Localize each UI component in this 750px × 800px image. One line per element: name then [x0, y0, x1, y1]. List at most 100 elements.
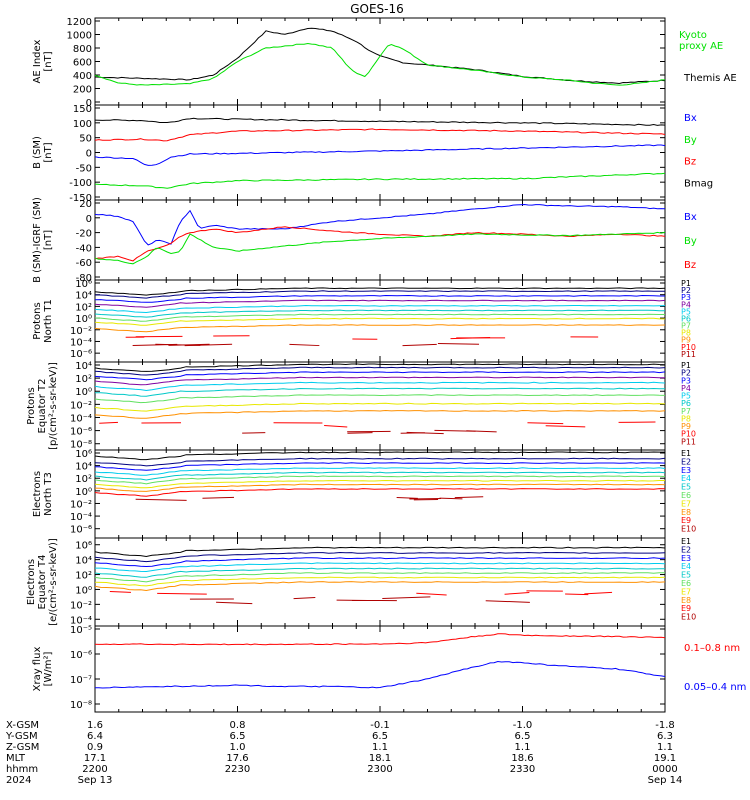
- channel-line: [95, 581, 665, 592]
- ephem-value: 6.5: [515, 731, 531, 742]
- y-tick-label: 50: [79, 134, 92, 145]
- series-line: [95, 203, 665, 246]
- legend-entry: P7: [681, 322, 691, 331]
- channel-line: [95, 294, 665, 303]
- legend-entry: Bz: [684, 260, 696, 271]
- ephem-value: -0.1: [370, 720, 390, 731]
- channel-line: [95, 576, 665, 587]
- channel-segment: [157, 592, 207, 595]
- y-axis-label: [nT]: [43, 51, 54, 71]
- y-tick-label: 10⁶: [75, 449, 92, 460]
- ephem-row-label: Z-GSM: [6, 742, 39, 753]
- channel-segment: [565, 593, 589, 596]
- legend-entry: P5: [681, 392, 691, 401]
- y-tick-label: 10⁻⁶: [70, 427, 92, 438]
- legend-entry: E6: [681, 579, 691, 588]
- series-line: [95, 128, 665, 142]
- y-tick-label: 150: [73, 104, 92, 115]
- channel-line: [95, 462, 665, 471]
- channel-line: [95, 313, 665, 322]
- ephem-value: Sep 13: [78, 775, 113, 786]
- legend-entry: Bx: [684, 113, 697, 124]
- legend-entry: P8: [681, 329, 691, 338]
- channel-segment: [109, 591, 131, 593]
- legend-entry: Themis AE: [683, 73, 737, 84]
- legend-entry: P11: [681, 437, 696, 446]
- channel-line: [95, 287, 665, 296]
- legend-entry: Bx: [684, 212, 697, 223]
- ephem-row-label: hhmm: [6, 764, 38, 775]
- y-axis-label: Electrons: [26, 559, 37, 605]
- channel-line: [95, 471, 665, 481]
- y-tick-label: 10⁻²: [70, 499, 92, 510]
- channel-segment: [168, 343, 210, 346]
- legend-entry: P2: [681, 286, 691, 295]
- channel-line: [95, 387, 665, 397]
- y-tick-label: -80: [76, 273, 92, 284]
- plot-area: [95, 546, 665, 605]
- legend-entry: E10: [681, 613, 696, 622]
- ephem-value: 1.1: [657, 742, 673, 753]
- ephem-value: 0.9: [87, 742, 103, 753]
- channel-line: [95, 483, 665, 492]
- y-tick-label: 10⁰: [75, 387, 92, 398]
- channel-line: [95, 317, 665, 326]
- channel-segment: [293, 596, 316, 600]
- channel-segment: [439, 497, 463, 500]
- y-tick-label: 10²: [75, 302, 92, 313]
- ephem-value: -1.0: [513, 720, 533, 731]
- ephem-row-label: X-GSM: [6, 720, 39, 731]
- y-tick-label: -50: [76, 163, 92, 174]
- channel-line: [95, 371, 665, 381]
- y-axis-label: [nT]: [43, 230, 54, 250]
- legend-entry: E6: [681, 491, 691, 500]
- legend-entry: P5: [681, 307, 691, 316]
- legend-entry: Kyoto: [679, 30, 707, 41]
- channel-segment: [416, 592, 447, 596]
- legend-entry: E4: [681, 562, 691, 571]
- ephem-value: Sep 14: [648, 775, 683, 786]
- y-axis-label: [W/m²]: [43, 651, 54, 686]
- y-tick-label: 1200: [67, 17, 92, 28]
- channel-segment: [216, 601, 253, 605]
- series-line: [95, 633, 665, 646]
- legend-entry: E10: [681, 525, 696, 534]
- y-axis-label: B (SM)-IGRF (SM): [32, 197, 43, 283]
- ephem-value: 2200: [82, 764, 107, 775]
- panel-7: 10⁻⁴ 10⁻² 10⁰ 10² 10⁴ 10⁶ Electrons Equator T4[…: [26, 537, 696, 627]
- y-tick-label: 10⁰: [75, 487, 92, 498]
- plot-area: [95, 117, 665, 189]
- legend-entry: P10: [681, 343, 696, 352]
- panel-frame: [94, 17, 666, 106]
- y-tick-label: 10⁻⁸: [70, 700, 92, 711]
- chart-title: GOES-16: [350, 2, 404, 16]
- channel-segment: [242, 432, 266, 434]
- ephem-value: 2230: [225, 764, 250, 775]
- panel-frame: [94, 199, 666, 281]
- y-axis-label: Xray flux: [32, 647, 43, 692]
- y-tick-label: 10⁻⁵: [70, 625, 92, 636]
- legend-entry: P10: [681, 430, 696, 439]
- legend-entry: E2: [681, 457, 691, 466]
- channel-line: [95, 363, 665, 372]
- y-tick-label: 10⁻²: [70, 600, 92, 611]
- plot-area: [95, 633, 665, 689]
- panel-frame: [94, 361, 666, 451]
- channel-segment: [402, 343, 437, 347]
- y-axis-label: AE Index: [32, 39, 43, 83]
- y-axis-label: [p/(cm²-s-sr-keV)]: [48, 362, 59, 450]
- y-tick-label: 10⁰: [75, 585, 92, 596]
- y-tick-label: 10⁻⁴: [70, 337, 92, 348]
- channel-line: [95, 402, 665, 412]
- legend-entry: E8: [681, 508, 691, 517]
- channel-segment: [135, 498, 187, 501]
- y-tick-label: 10⁴: [75, 361, 92, 372]
- plot-area: [95, 287, 665, 347]
- y-tick-label: -60: [76, 258, 92, 269]
- channel-segment: [406, 431, 444, 435]
- ephem-value: 2300: [367, 764, 392, 775]
- channel-segment: [347, 432, 373, 434]
- ephem-value: 1.0: [230, 742, 246, 753]
- y-axis-label: Protons: [26, 387, 37, 424]
- series-line: [95, 42, 665, 86]
